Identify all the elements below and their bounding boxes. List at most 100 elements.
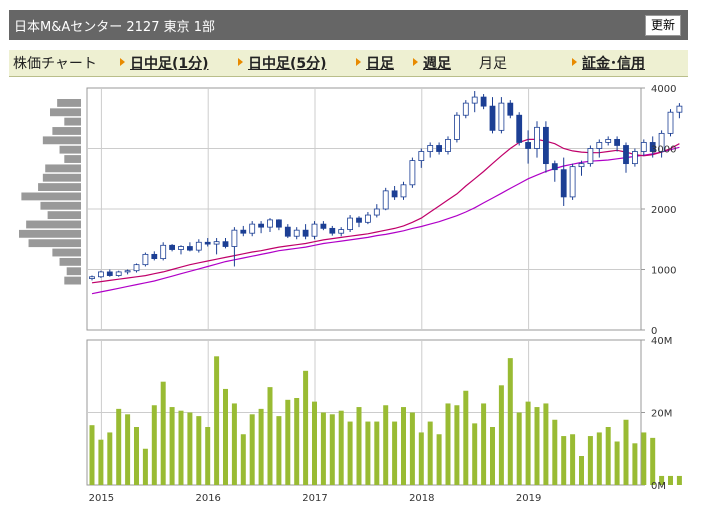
price-tick-label: 2000 xyxy=(651,205,676,216)
candle-body xyxy=(98,271,104,278)
candle-body xyxy=(623,145,629,165)
candle-body xyxy=(560,169,567,198)
volume-bar xyxy=(347,421,353,485)
candlestick xyxy=(667,109,674,137)
volume-bar xyxy=(187,412,193,485)
candle-body xyxy=(507,102,514,116)
chart-tab-bar: 株価チャート 日中足(1分) 日中足(5分) 日足 週足 月足 証金･信用 xyxy=(9,50,688,77)
candle-body xyxy=(640,142,647,152)
volume-bar xyxy=(587,436,593,485)
volume-bar xyxy=(436,434,442,485)
year-label: 2016 xyxy=(195,493,220,504)
candle-body xyxy=(587,148,594,165)
candlestick xyxy=(293,227,300,240)
volume-bar xyxy=(223,388,228,485)
candle-body xyxy=(178,246,184,250)
volume-bar xyxy=(623,419,629,485)
candle-body xyxy=(195,241,202,251)
candlestick xyxy=(569,163,576,200)
tab-daily[interactable]: 日足 xyxy=(356,53,394,73)
candle-body xyxy=(569,166,576,198)
volume-bar xyxy=(285,399,291,485)
candle-body xyxy=(632,151,638,165)
volume-bar xyxy=(365,421,371,485)
profile-bar xyxy=(26,220,81,229)
tab-stock-chart: 株価チャート xyxy=(13,56,97,72)
candle-body xyxy=(525,142,531,149)
volume-bar xyxy=(650,437,656,485)
candle-body xyxy=(329,227,336,234)
volume-bar xyxy=(534,407,540,485)
candle-body xyxy=(213,241,220,245)
candle-body xyxy=(240,229,247,234)
volume-bar xyxy=(116,408,122,485)
volume-bar xyxy=(596,432,602,485)
profile-bar xyxy=(59,145,81,154)
candle-body xyxy=(605,139,612,143)
candlestick xyxy=(498,97,505,134)
candlestick xyxy=(311,221,318,240)
volume-bar xyxy=(481,403,487,485)
candlestick xyxy=(98,270,104,278)
tab-weekly[interactable]: 週足 xyxy=(413,53,451,73)
year-label: 2018 xyxy=(409,493,434,504)
tab-monthly: 月足 xyxy=(479,56,507,72)
candle-body xyxy=(596,142,603,149)
refresh-button[interactable]: 更新 xyxy=(644,15,681,36)
candle-body xyxy=(667,111,674,134)
candle-body xyxy=(124,270,131,273)
volume-bar xyxy=(383,405,389,485)
volume-bar xyxy=(543,403,549,485)
candlestick xyxy=(284,224,291,239)
candle-body xyxy=(311,223,318,237)
candlestick xyxy=(204,238,211,247)
volume-bar xyxy=(516,412,522,485)
candlestick xyxy=(329,225,336,236)
volume-bar xyxy=(614,441,620,485)
volume-bars xyxy=(89,356,682,485)
candlestick xyxy=(275,219,282,231)
candle-body xyxy=(204,241,211,245)
profile-bar xyxy=(47,211,81,220)
volume-bar xyxy=(561,436,567,485)
volume-bar xyxy=(231,403,237,485)
candlestick xyxy=(587,145,594,167)
volume-bar xyxy=(89,425,95,485)
candlestick xyxy=(124,269,131,275)
volume-bar xyxy=(409,412,415,485)
volume-bar xyxy=(659,475,665,485)
candlestick xyxy=(400,181,407,200)
tab-intraday-1min[interactable]: 日中足(1分) xyxy=(120,53,209,73)
candlestick xyxy=(649,136,656,158)
tab-margin-credit[interactable]: 証金･信用 xyxy=(572,53,645,73)
candle-body xyxy=(302,229,309,237)
candle-body xyxy=(436,145,443,152)
volume-bar xyxy=(329,414,335,485)
tab-intraday-5min[interactable]: 日中足(5分) xyxy=(238,53,327,73)
moving-average-long-line xyxy=(91,146,680,295)
candle-body xyxy=(676,105,683,113)
candle-body xyxy=(249,223,256,234)
candlestick xyxy=(249,221,256,237)
volume-bar xyxy=(641,432,647,485)
candlestick xyxy=(382,187,389,211)
candle-body xyxy=(222,241,229,247)
year-label: 2017 xyxy=(302,493,327,504)
candlestick xyxy=(605,136,612,146)
candle-body xyxy=(115,271,122,276)
volume-bar xyxy=(507,358,513,485)
candlestick xyxy=(178,245,184,255)
candlestick xyxy=(480,94,487,110)
candle-body xyxy=(231,229,238,247)
candlestick xyxy=(151,251,158,261)
candle-body xyxy=(489,105,496,131)
candlestick xyxy=(427,142,434,158)
candle-body xyxy=(347,217,354,230)
candle-body xyxy=(258,223,265,228)
candlestick xyxy=(186,242,193,252)
candlestick xyxy=(373,204,380,218)
price-grid xyxy=(87,87,645,331)
candlestick xyxy=(507,100,514,119)
candlestick xyxy=(676,103,683,119)
